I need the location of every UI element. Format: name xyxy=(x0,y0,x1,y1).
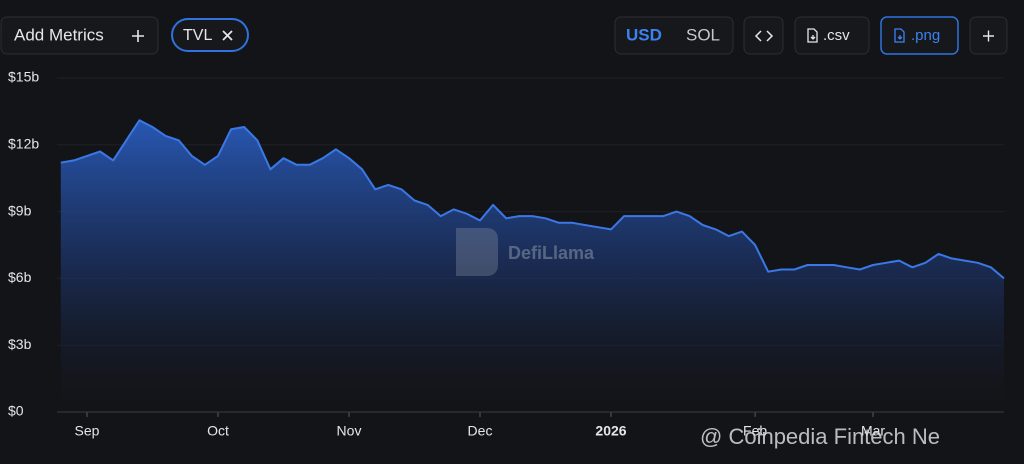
file-icon xyxy=(807,28,818,43)
plus-icon xyxy=(132,30,144,42)
currency-toggle[interactable] xyxy=(614,16,734,55)
area-line xyxy=(60,119,1005,280)
brand-text: DefiLlama xyxy=(508,243,595,263)
y-tick-label: $3b xyxy=(8,336,32,352)
close-icon xyxy=(222,30,233,41)
x-tick-label: 2026 xyxy=(595,423,626,439)
y-tick-label: $15b xyxy=(8,69,39,85)
plot: $0 $3b $6b $9b $12b $15b Sep Oct Nov Dec 2026 Feb Ma… xyxy=(8,69,1005,439)
metric-chip-label: TVL xyxy=(183,27,212,44)
plus-icon xyxy=(983,30,994,42)
csv-label: .csv xyxy=(823,27,850,44)
x-tick-label: Sep xyxy=(75,423,100,439)
brand-watermark: DefiLlama xyxy=(456,228,595,276)
y-tick-label: $9b xyxy=(8,202,32,218)
x-tick-label: Mar xyxy=(861,423,885,439)
y-tick-label: $12b xyxy=(8,136,39,152)
add-metrics-button[interactable] xyxy=(0,16,159,55)
png-label: .png xyxy=(911,27,940,44)
embed-button[interactable] xyxy=(743,16,784,55)
currency-usd[interactable]: USD xyxy=(626,25,662,44)
png-button[interactable] xyxy=(880,16,959,55)
file-icon xyxy=(894,28,905,43)
currency-sol[interactable]: SOL xyxy=(686,25,720,44)
x-tick-label: Feb xyxy=(743,423,767,439)
area-fill xyxy=(60,120,1005,413)
brand-logo xyxy=(456,228,498,276)
x-tick-label: Oct xyxy=(207,423,229,439)
code-icon xyxy=(754,30,774,42)
x-tick-label: Nov xyxy=(337,423,362,439)
y-tick-label: $6b xyxy=(8,269,32,285)
credit-watermark: @ Coinpedia Fintech Ne xyxy=(700,424,940,449)
metric-chip[interactable] xyxy=(171,18,249,52)
y-tick-label: $0 xyxy=(8,403,24,419)
x-tick-label: Dec xyxy=(468,423,493,439)
add-metrics-label: Add Metrics xyxy=(14,25,104,44)
csv-button[interactable] xyxy=(794,16,870,55)
